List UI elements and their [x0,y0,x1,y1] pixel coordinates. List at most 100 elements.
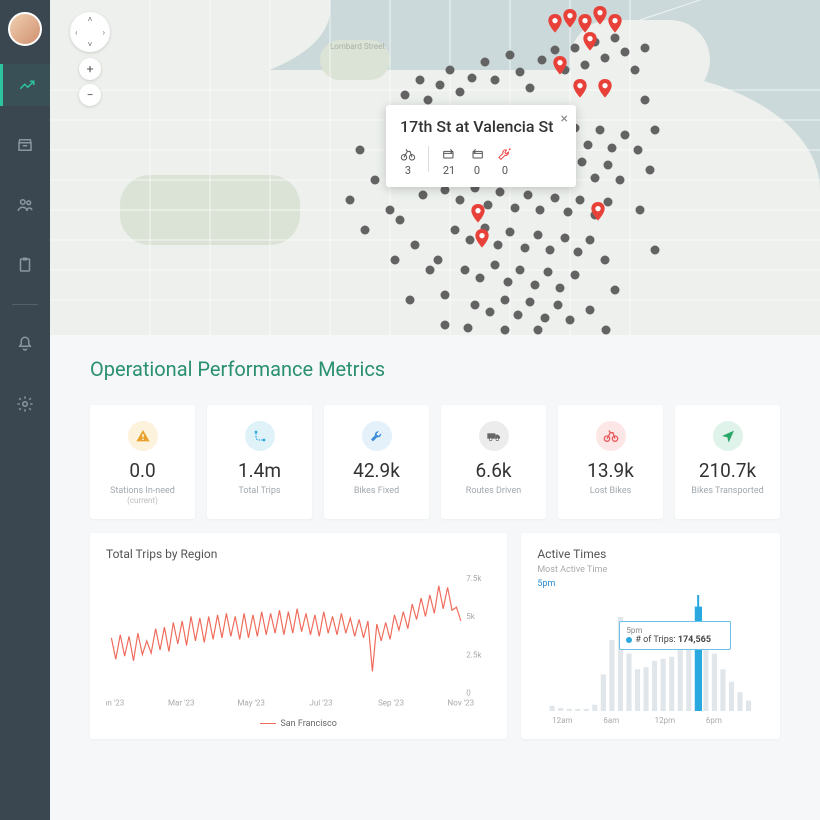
station-dot[interactable] [356,146,365,155]
station-dot[interactable] [621,131,630,140]
station-dot[interactable] [646,166,655,175]
station-dot[interactable] [564,208,573,217]
station-dot[interactable] [471,301,480,310]
nav-users[interactable] [0,184,50,226]
map[interactable]: Lombard Street ˄˅ ‹› + − × 17th St at Va… [50,0,820,335]
station-dot[interactable] [464,324,473,333]
station-dot[interactable] [446,66,455,75]
station-dot[interactable] [516,68,525,77]
station-dot[interactable] [634,146,643,155]
station-dot[interactable] [534,326,543,335]
station-dot[interactable] [419,191,428,200]
station-dot[interactable] [641,44,650,53]
station-pin[interactable] [590,202,606,218]
station-dot[interactable] [611,34,620,43]
kpi-card[interactable]: 1.4mTotal Trips [207,405,312,519]
nav-settings[interactable] [0,383,50,425]
station-dot[interactable] [586,236,595,245]
nav-bell[interactable] [0,323,50,365]
station-dot[interactable] [361,226,370,235]
station-dot[interactable] [451,226,460,235]
station-pin[interactable] [592,6,608,22]
station-dot[interactable] [546,246,555,255]
station-dot[interactable] [434,256,443,265]
station-dot[interactable] [371,176,380,185]
station-pin[interactable] [562,9,578,25]
station-dot[interactable] [426,266,435,275]
station-dot[interactable] [496,188,505,197]
station-dot[interactable] [571,271,580,280]
station-dot[interactable] [538,56,547,65]
station-dot[interactable] [416,76,425,85]
station-dot[interactable] [536,206,545,215]
nav-clipboard[interactable] [0,244,50,286]
station-dot[interactable] [566,316,575,325]
station-dot[interactable] [521,244,530,253]
station-dot[interactable] [406,296,415,305]
station-dot[interactable] [561,234,570,243]
station-dot[interactable] [554,301,563,310]
kpi-card[interactable]: 13.9kLost Bikes [558,405,663,519]
station-dot[interactable] [584,141,593,150]
station-dot[interactable] [651,126,660,135]
station-dot[interactable] [411,241,420,250]
station-pin[interactable] [572,79,588,95]
station-dot[interactable] [541,314,550,323]
station-pin[interactable] [577,14,593,30]
station-pin[interactable] [547,14,563,30]
station-dot[interactable] [504,278,513,287]
station-dot[interactable] [551,194,560,203]
station-dot[interactable] [591,174,600,183]
station-dot[interactable] [621,48,630,57]
station-dot[interactable] [346,196,355,205]
station-pin[interactable] [552,56,568,72]
station-dot[interactable] [636,206,645,215]
station-dot[interactable] [456,196,465,205]
station-dot[interactable] [534,231,543,240]
kpi-card[interactable]: 42.9kBikes Fixed [324,405,429,519]
station-dot[interactable] [501,296,510,305]
nav-analytics[interactable] [0,64,50,106]
station-dot[interactable] [396,216,405,225]
station-dot[interactable] [511,204,520,213]
station-dot[interactable] [531,281,540,290]
station-dot[interactable] [456,88,465,97]
station-dot[interactable] [596,126,605,135]
station-dot[interactable] [441,321,450,330]
avatar[interactable] [8,12,42,46]
station-pin[interactable] [470,204,486,220]
station-dot[interactable] [578,158,587,167]
station-dot[interactable] [556,284,565,293]
station-dot[interactable] [491,76,500,85]
station-dot[interactable] [581,61,590,70]
kpi-card[interactable]: 0.0Stations In-need(current) [90,405,195,519]
station-dot[interactable] [601,54,610,63]
station-dot[interactable] [514,311,523,320]
station-dot[interactable] [586,306,595,315]
station-dot[interactable] [424,96,433,105]
station-dot[interactable] [524,191,533,200]
station-dot[interactable] [501,326,510,335]
station-dot[interactable] [544,268,553,277]
station-dot[interactable] [441,291,450,300]
station-dot[interactable] [576,196,585,205]
station-dot[interactable] [631,66,640,75]
station-dot[interactable] [516,266,525,275]
station-pin[interactable] [607,14,623,30]
station-dot[interactable] [571,44,580,53]
station-dot[interactable] [641,96,650,105]
station-pin[interactable] [582,32,598,48]
station-dot[interactable] [616,176,625,185]
station-dot[interactable] [506,51,515,60]
station-dot[interactable] [391,256,400,265]
station-dot[interactable] [491,261,500,270]
station-dot[interactable] [526,298,535,307]
station-dot[interactable] [486,308,495,317]
station-dot[interactable] [468,74,477,83]
station-dot[interactable] [574,248,583,257]
station-dot[interactable] [401,91,410,100]
station-dot[interactable] [602,326,611,335]
station-dot[interactable] [611,286,620,295]
kpi-card[interactable]: 6.6kRoutes Driven [441,405,546,519]
station-dot[interactable] [601,256,610,265]
